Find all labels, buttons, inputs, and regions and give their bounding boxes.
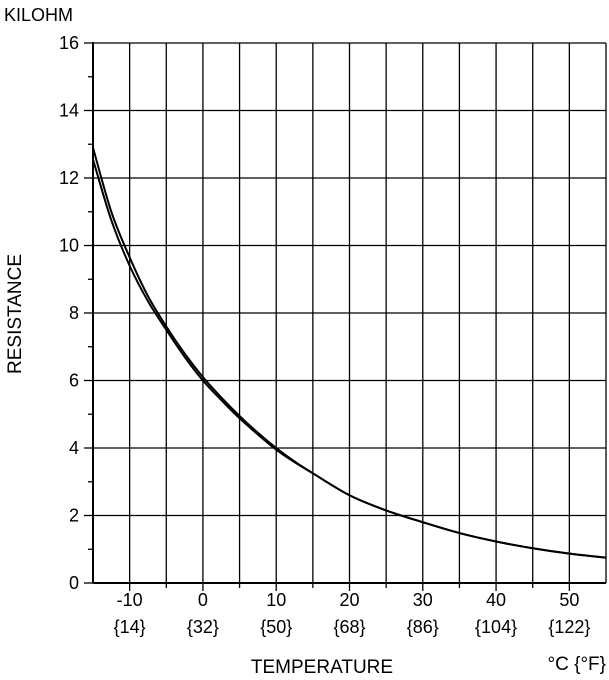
plot-frame [92, 42, 607, 584]
x-tick-label-c: -10 [117, 590, 143, 610]
x-tick-label-f: {122} [548, 617, 590, 637]
grid-lines [93, 43, 606, 583]
y-tick-label: 0 [69, 573, 79, 593]
x-tick-label-f: {68} [333, 617, 365, 637]
y-tick-label: 4 [69, 438, 79, 458]
curves [92, 147, 607, 559]
x-tick-labels: -10 {14} 0 {32} 10 {50} 20 {68} 30 {86} 40 {104} 50 {… [114, 590, 591, 637]
y-tick-label: 6 [69, 371, 79, 391]
y-tick-label: 14 [59, 101, 79, 121]
x-tick-label-c: 10 [266, 590, 286, 610]
x-tick-label-c: 40 [486, 590, 506, 610]
minor-ticks [84, 42, 571, 591]
x-axis-label: TEMPERATURE [251, 657, 393, 678]
resistance-curve-2 [92, 159, 607, 559]
x-tick-label-c: 50 [559, 590, 579, 610]
y-axis-label: RESISTANCE [5, 254, 26, 374]
x-tick-label-f: {50} [260, 617, 292, 637]
x-tick-label-f: {86} [407, 617, 439, 637]
x-tick-label-f: {104} [475, 617, 517, 637]
x-tick-label-f: {14} [114, 617, 146, 637]
y-tick-label: 8 [69, 303, 79, 323]
y-unit-label: KILOHM [4, 5, 73, 25]
x-tick-label-c: 20 [339, 590, 359, 610]
x-tick-label-c: 30 [413, 590, 433, 610]
x-unit-label: °C {°F} [548, 654, 607, 675]
y-tick-labels: 0 2 4 6 8 10 12 14 16 [59, 33, 79, 593]
y-tick-label: 16 [59, 33, 79, 53]
y-tick-label: 12 [59, 168, 79, 188]
x-tick-label-c: 0 [198, 590, 208, 610]
y-tick-label: 10 [59, 236, 79, 256]
y-tick-label: 2 [69, 506, 79, 526]
x-tick-label-f: {32} [187, 617, 219, 637]
